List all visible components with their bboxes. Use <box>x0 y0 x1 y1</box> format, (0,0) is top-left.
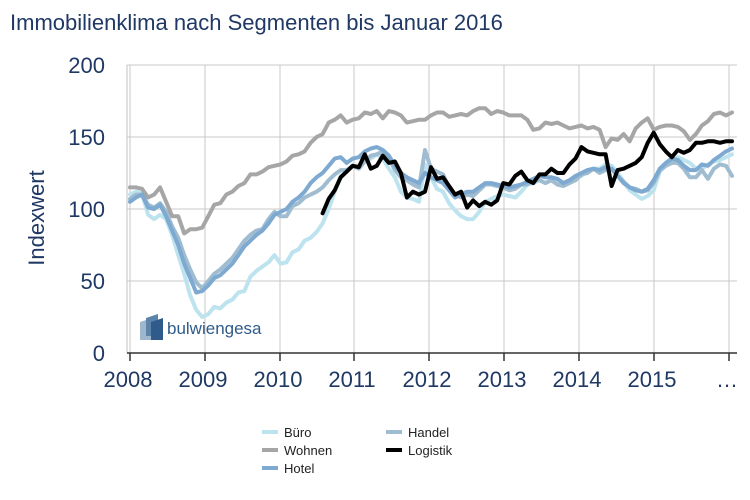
brand-logo: bulwiengesa <box>140 314 262 340</box>
bulwiengesa-logo-icon <box>140 314 163 340</box>
legend-label: Hotel <box>284 461 314 476</box>
series-line-hotel <box>128 145 734 295</box>
y-tick-label: 50 <box>81 269 105 294</box>
y-tick-label: 0 <box>93 341 105 366</box>
y-tick-label: 150 <box>68 125 105 150</box>
y-axis-ticks: 0 50 100 150 200 <box>68 53 105 366</box>
y-tick-label: 100 <box>68 197 105 222</box>
x-tick-label: 2012 <box>403 367 452 392</box>
legend-item: Handel <box>386 425 449 440</box>
series-line-logistik <box>320 130 734 216</box>
x-tick-label: 2008 <box>104 367 153 392</box>
legend-item: Logistik <box>386 443 453 458</box>
legend-item: Hotel <box>262 461 314 476</box>
chart-title: Immobilienklima nach Segmenten bis Janua… <box>10 10 503 35</box>
legend-item: Büro <box>262 425 311 440</box>
legend-label: Büro <box>284 425 311 440</box>
series-lines <box>128 106 734 319</box>
legend: Büro Handel Wohnen Logistik Hotel <box>262 425 453 476</box>
x-tick-label: 2014 <box>553 367 602 392</box>
x-tick-label: 2009 <box>179 367 228 392</box>
x-tick-label: 2013 <box>478 367 527 392</box>
brand-name: bulwiengesa <box>167 319 262 338</box>
x-axis-ticks: 2008 2009 2010 2011 2012 2013 2014 2015 … <box>104 352 738 392</box>
legend-label: Wohnen <box>284 443 332 458</box>
legend-item: Wohnen <box>262 443 332 458</box>
series-line-wohnen <box>128 106 734 236</box>
x-tick-label: 2011 <box>328 367 375 392</box>
y-tick-label: 200 <box>68 53 105 78</box>
legend-label: Logistik <box>408 443 453 458</box>
y-axis-label: Indexwert <box>24 170 49 265</box>
x-tick-label: … <box>716 367 738 392</box>
x-tick-label: 2015 <box>628 367 677 392</box>
x-tick-label: 2010 <box>254 367 303 392</box>
legend-label: Handel <box>408 425 449 440</box>
